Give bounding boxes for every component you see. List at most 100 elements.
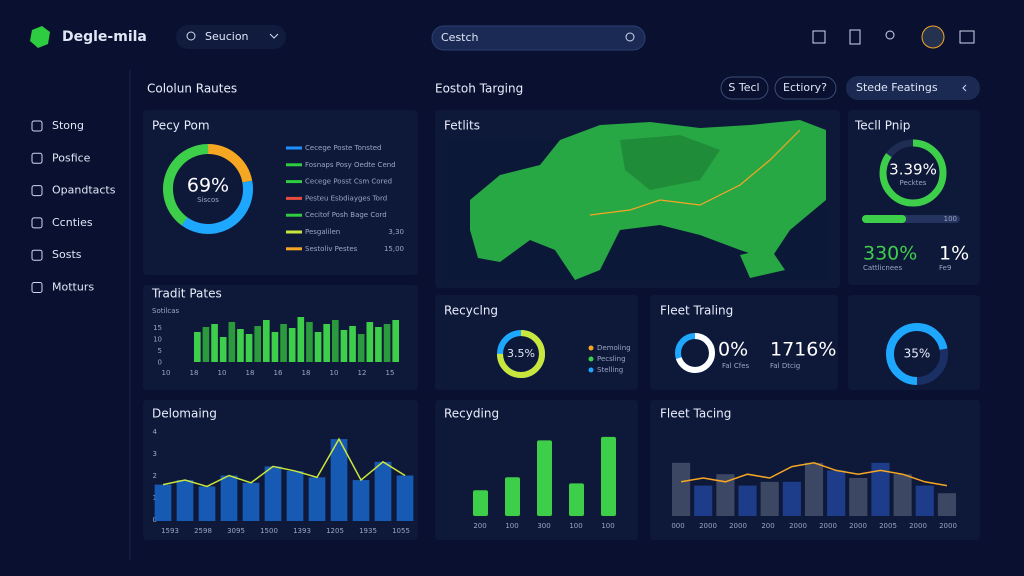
user-icon[interactable]: [885, 30, 895, 40]
bar: [176, 480, 194, 521]
nav-icon[interactable]: [31, 120, 43, 132]
bar: [473, 490, 488, 516]
dropdown-label: Stede Featings: [856, 81, 938, 94]
bar: [569, 483, 584, 516]
x-tick-label: 1500: [260, 527, 278, 535]
x-tick-label: 1055: [392, 527, 410, 535]
nav-item: Motturs: [52, 281, 94, 294]
bar: [738, 485, 757, 516]
bar: [332, 320, 339, 362]
bar: [264, 466, 282, 521]
legend-swatch: [286, 196, 302, 200]
nav-icon[interactable]: [31, 152, 43, 164]
bar: [219, 337, 227, 362]
x-tick-label: 1935: [359, 527, 377, 535]
legend-swatch: [286, 247, 302, 251]
nav-icon[interactable]: [31, 249, 43, 261]
panel-title: Tecll Pnip: [854, 119, 910, 133]
bar: [601, 436, 616, 516]
bar: [263, 320, 270, 362]
bar: [245, 334, 253, 362]
nav-item: Ccnties: [52, 216, 93, 229]
legend-value: 15,00: [384, 245, 404, 253]
map-land: [740, 248, 785, 278]
y-tick-label: 15: [153, 324, 162, 332]
bar: [211, 324, 218, 362]
bar: [271, 332, 279, 362]
panel-title: Fleet Traling: [660, 304, 733, 318]
bar: [505, 477, 520, 516]
bar: [366, 322, 374, 362]
icon[interactable]: [812, 30, 826, 44]
x-tick-label: 2000: [849, 522, 867, 530]
bar: [871, 462, 890, 516]
search-box[interactable]: [176, 25, 286, 49]
x-tick-label: 2598: [194, 527, 212, 535]
x-tick-label: 18: [246, 369, 255, 377]
bar: [349, 326, 356, 362]
bar: [937, 493, 956, 516]
progress-bar: [862, 215, 907, 223]
x-tick-label: 2000: [789, 522, 807, 530]
avatar[interactable]: [921, 25, 945, 49]
x-tick-label: 200: [473, 522, 486, 530]
button[interactable]: [720, 76, 769, 100]
y-tick-label: 0: [158, 359, 162, 367]
stat-sub: Fal Cfes: [722, 362, 750, 370]
legend-label: Cecitof Posh Bage Cord: [305, 211, 387, 219]
dropdown[interactable]: [846, 76, 980, 100]
map-land: [620, 135, 720, 190]
icon[interactable]: [849, 29, 861, 45]
bar: [237, 329, 244, 362]
icon[interactable]: [959, 30, 975, 44]
nav-icon[interactable]: [31, 217, 43, 229]
legend-swatch: [286, 230, 302, 234]
nav-icon[interactable]: [31, 282, 43, 293]
button-label: Ectiory?: [783, 81, 827, 94]
bar: [154, 484, 172, 521]
legend-swatch: [286, 146, 302, 150]
legend-label: Stelling: [597, 366, 623, 374]
search-icon: [186, 31, 196, 41]
bar: [672, 462, 691, 516]
center-search[interactable]: [431, 25, 646, 51]
nav-icon[interactable]: [31, 185, 43, 197]
bar: [357, 334, 365, 362]
progress-label: 100: [944, 215, 957, 223]
x-tick-label: 1593: [161, 527, 179, 535]
logo: Degle-mila: [62, 29, 147, 45]
ring-value: [675, 333, 715, 373]
panel-title: Fleet Tacing: [660, 407, 731, 421]
x-tick-label: 2005: [879, 522, 897, 530]
bar: [915, 485, 934, 516]
y-tick-label: 3: [153, 450, 157, 458]
legend-label: Cecege Posst Csm Cored: [305, 178, 392, 186]
section-title: Eostoh Targing: [435, 82, 523, 96]
legend-label: Pesteu Esbdiayges Tord: [305, 194, 387, 202]
bar: [716, 474, 735, 516]
bar: [198, 486, 216, 521]
bar: [286, 470, 304, 521]
stat-sub: Fal Dtcig: [770, 362, 800, 370]
button[interactable]: [774, 76, 837, 100]
bar: [202, 327, 210, 362]
legend-swatch: [286, 180, 302, 184]
bar: [893, 474, 912, 516]
search-icon: [625, 32, 635, 42]
legend-label: Cecege Poste Tonsted: [305, 144, 381, 152]
y-tick-label: 5: [158, 347, 162, 355]
panel: [848, 110, 980, 285]
panel: [848, 295, 980, 390]
center-search-text: Cestch: [441, 31, 479, 44]
bar: [220, 475, 238, 521]
area-line: [162, 437, 406, 488]
x-tick-label: 1393: [293, 527, 311, 535]
bar: [297, 317, 305, 362]
x-tick-label: 18: [190, 369, 199, 377]
panel: [650, 295, 838, 390]
stat: 1%: [939, 243, 969, 265]
bar: [804, 462, 824, 516]
x-tick-label: 15: [386, 369, 395, 377]
nav-item: Posfice: [52, 151, 91, 164]
bar: [306, 322, 313, 362]
